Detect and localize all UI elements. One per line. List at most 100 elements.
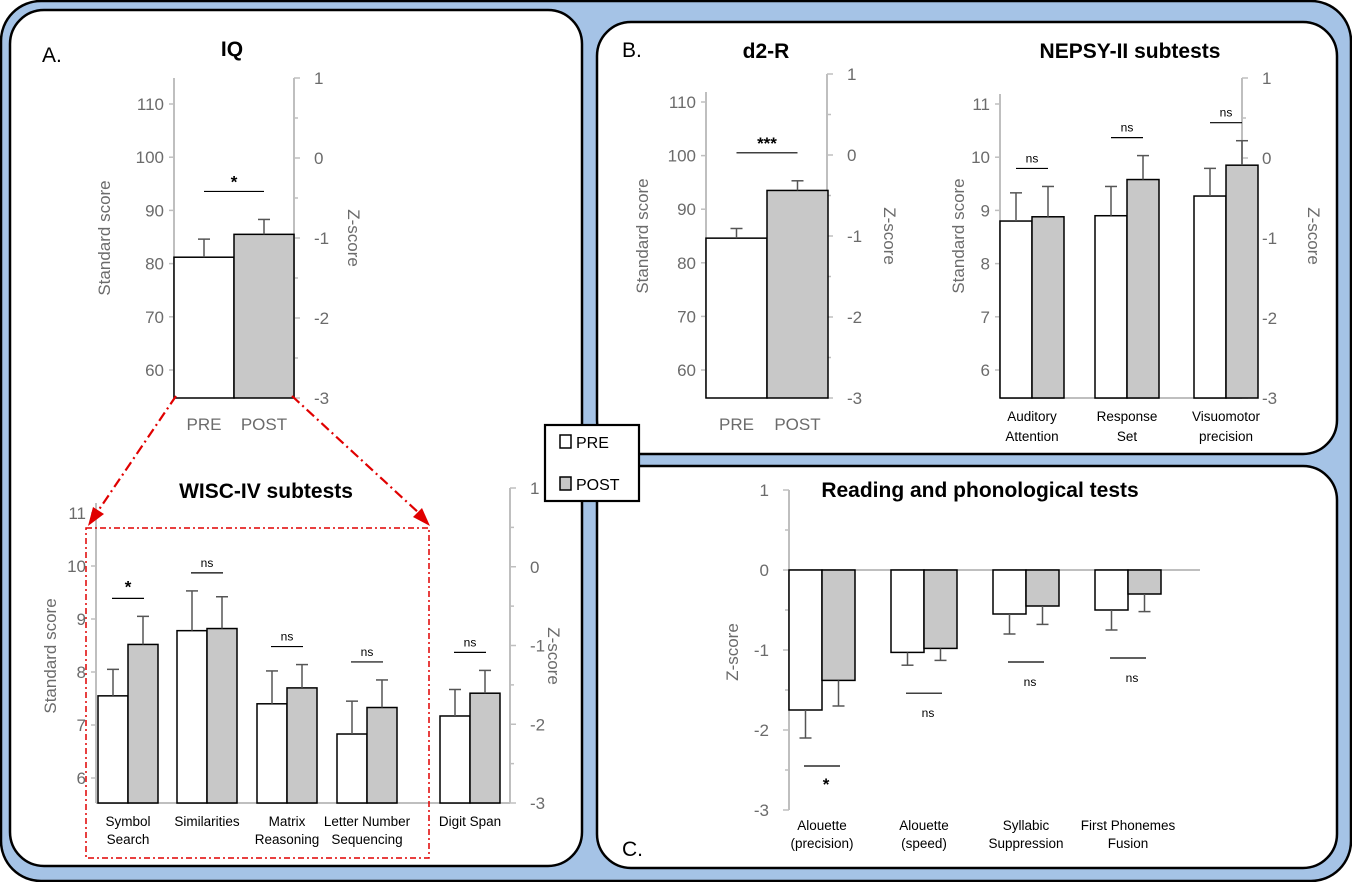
reading-y-tick-label: 0 [760,561,769,580]
nepsy-y2-tick-label: 0 [1262,149,1271,168]
nepsy-bar [1126,178,1160,399]
nepsy-bar [1094,214,1128,399]
nepsy-y-tick-label: 10 [971,148,990,167]
d2r-y-tick-label: 90 [677,200,696,219]
wisc-title: WISC-IV subtests [179,480,353,503]
nepsy-y2-tick-label: 1 [1262,69,1271,88]
wisc-category-label: Symbol Search [105,814,150,847]
d2r-y-tick-label: 60 [677,361,696,380]
d2r-y2-tick-label: 0 [847,146,856,165]
iq-bar [233,233,295,399]
wisc-bar [97,695,129,804]
wisc-category-label: Digit Span [439,814,501,829]
wisc-bar [256,703,288,804]
nepsy-bar [1225,164,1259,399]
wisc-y-label: Standard score [41,598,60,713]
d2r-y-label: Standard score [633,178,652,293]
reading-bar [821,569,856,682]
d2r-y2-tick-label: 1 [847,65,856,84]
wisc-y-tick-label: 6 [77,769,86,788]
iq-y-tick-label: 110 [137,95,164,114]
wisc-y-tick-label: 9 [77,610,86,629]
iq-y2-label: Z-score [344,209,363,267]
wisc-y2-tick-label: -3 [530,794,545,813]
wisc-significance-label: ns [201,556,214,570]
wisc-y-tick-label: 10 [67,557,86,576]
d2r-bar [766,189,829,399]
nepsy-bar [1193,195,1227,399]
reading-category-label: Alouette (speed) [899,818,949,851]
reading-category-label: Alouette (precision) [790,818,853,851]
wisc-bar [206,627,238,804]
wisc-y2-label: Z-score [544,627,563,685]
reading-category-label: First Phonemes Fusion [1081,818,1176,851]
reading-y-tick-label: -2 [754,721,769,740]
wisc-y2-tick-label: 0 [530,558,539,577]
reading-y-tick-label: 1 [760,481,769,500]
wisc-y-tick-label: 7 [77,716,86,735]
nepsy-y-tick-label: 6 [981,361,990,380]
nepsy-y-tick-label: 8 [981,255,990,274]
wisc-y-tick-label: 8 [77,663,86,682]
wisc-bar [286,687,318,804]
iq-category-label: POST [241,415,287,434]
nepsy-bar [1031,216,1065,399]
d2r-chart: d2-R 60 70 80 90 100 110 Standard score 1 0 -1 -2 -3… [633,40,899,434]
iq-chart: IQ 60 70 80 90 100 110 Standard score 1 0 -1 -2 -3 Z-… [95,38,363,434]
d2r-y-tick-label: 110 [669,93,696,112]
nepsy-y-tick-label: 11 [972,95,990,114]
d2r-bar [705,237,768,399]
wisc-category-label: Similarities [174,814,240,829]
reading-significance-label: * [823,775,830,794]
nepsy-title: NEPSY-II subtests [1040,40,1221,63]
legend-post-label: POST [576,477,620,494]
panel-c-letter: C. [622,838,643,861]
iq-y-tick-label: 90 [145,201,164,220]
nepsy-y-tick-label: 9 [981,201,990,220]
nepsy-significance-label: ns [1220,106,1233,120]
wisc-y2-tick-label: 1 [530,479,539,498]
d2r-y-tick-label: 100 [668,147,696,166]
legend-post-swatch [559,476,572,491]
d2r-y-tick-label: 80 [677,254,696,273]
iq-bar [173,256,235,399]
iq-y-tick-label: 70 [145,308,164,327]
panel-a-letter: A. [42,44,62,67]
reading-bar [788,569,823,711]
d2r-y2-tick-label: -2 [847,308,862,327]
d2r-y2-tick-label: -3 [847,389,862,408]
d2r-y2-tick-label: -1 [847,227,862,246]
reading-chart: Reading and phonological tests 1 0 -1 -2 -3 Z-… [723,479,1200,851]
wisc-bar [469,692,501,804]
legend-pre-label: PRE [576,435,609,452]
nepsy-category-label: Visuomotor precision [1192,409,1261,444]
d2r-y-tick-label: 70 [677,307,696,326]
wisc-category-label: Matrix Reasoning [255,814,320,847]
reading-bar [1025,569,1060,607]
reading-significance-label: ns [1024,675,1037,689]
reading-significance-label: ns [922,706,935,720]
iq-title: IQ [221,38,243,61]
wisc-bar [127,643,159,804]
iq-y-tick-label: 60 [145,361,164,380]
d2r-title: d2-R [743,40,790,63]
reading-bar [923,569,958,650]
d2r-category-label: POST [774,415,820,434]
reading-y-tick-label: -3 [754,801,769,820]
nepsy-bar [999,220,1033,399]
wisc-bar [366,706,398,804]
wisc-significance-label: ns [281,630,294,644]
nepsy-significance-label: ns [1121,121,1134,135]
nepsy-y2-tick-label: -3 [1262,389,1277,408]
reading-category-label: Syllabic Suppression [988,818,1063,851]
wisc-y-tick-label: 11 [68,504,86,523]
iq-y2-tick-label: 1 [314,69,323,88]
iq-y-label: Standard score [95,180,114,295]
wisc-highlight-box [85,527,430,859]
legend-pre-swatch [559,434,572,449]
panel-b-letter: B. [622,39,642,62]
iq-y2-tick-label: -2 [314,309,329,328]
